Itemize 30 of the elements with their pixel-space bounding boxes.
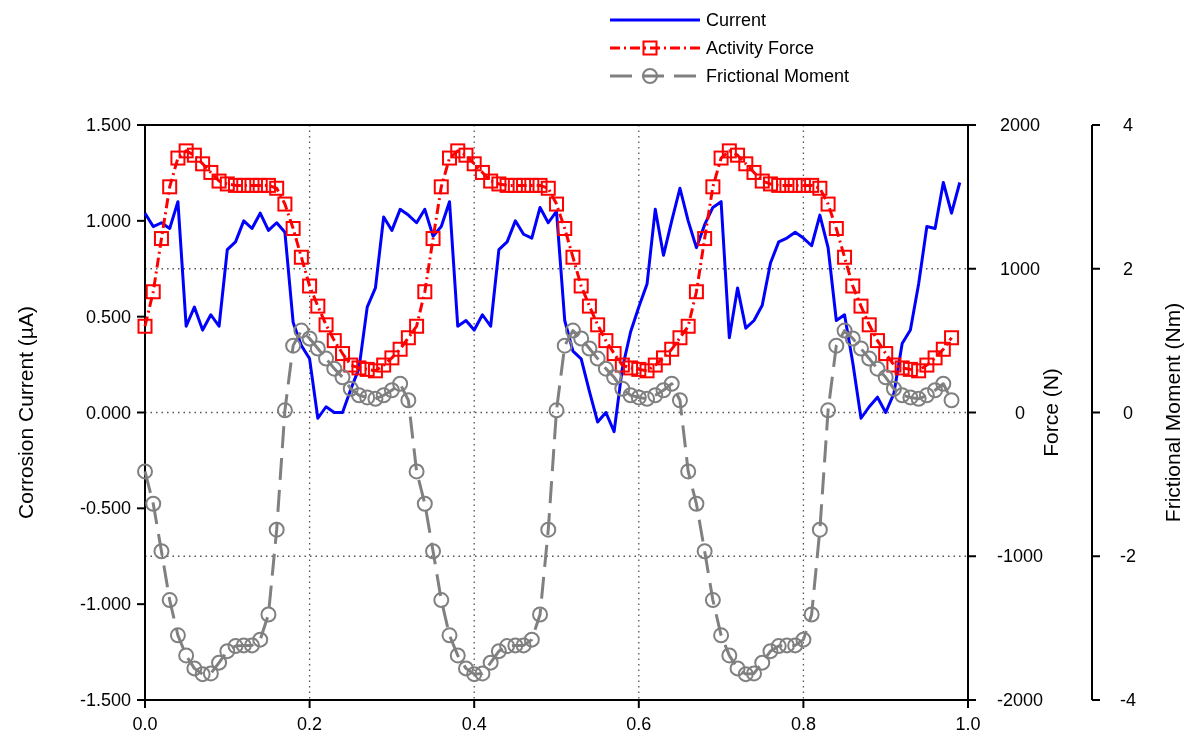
y-tick-label: -0.500	[79, 498, 131, 519]
legend-label: Current	[706, 10, 767, 30]
x-tick-label: 0.0	[132, 714, 158, 734]
y3-tick-label: 2	[1122, 258, 1134, 279]
y3-tick-label: -2	[1119, 546, 1137, 567]
y2-tick-label: -1000	[996, 546, 1044, 567]
y2-tick-label: 0	[1014, 402, 1026, 423]
y3-tick-label: 4	[1122, 115, 1134, 135]
y3-axis-title: Frictional Moment (Nm)	[1161, 302, 1184, 523]
y3-tick-label: -4	[1119, 690, 1137, 710]
x-tick-label: 0.4	[461, 714, 487, 734]
y-tick-label: -1.500	[79, 690, 131, 710]
x-tick-label: 0.8	[790, 714, 816, 734]
y2-tick-label: 1000	[999, 258, 1041, 279]
legend-label: Activity Force	[706, 38, 815, 58]
y-tick-label: 1.500	[85, 115, 131, 135]
y-tick-label: 0.000	[85, 402, 131, 423]
y2-axis-title: Force (N)	[1039, 368, 1062, 457]
y3-tick-label: 0	[1122, 402, 1134, 423]
y-tick-label: 1.000	[85, 210, 131, 231]
x-tick-label: 0.6	[626, 714, 652, 734]
x-tick-label: 1.0	[955, 714, 981, 734]
y2-tick-label: -2000	[996, 690, 1044, 710]
y-tick-label: 0.500	[85, 306, 131, 327]
legend-label: Frictional Moment	[706, 66, 850, 86]
y-tick-label: -1.000	[79, 594, 131, 615]
y-axis-title: Corrosion Current (µA)	[14, 306, 37, 519]
line-series	[143, 181, 962, 434]
x-tick-label: 0.2	[297, 714, 323, 734]
y2-tick-label: 2000	[999, 115, 1041, 135]
